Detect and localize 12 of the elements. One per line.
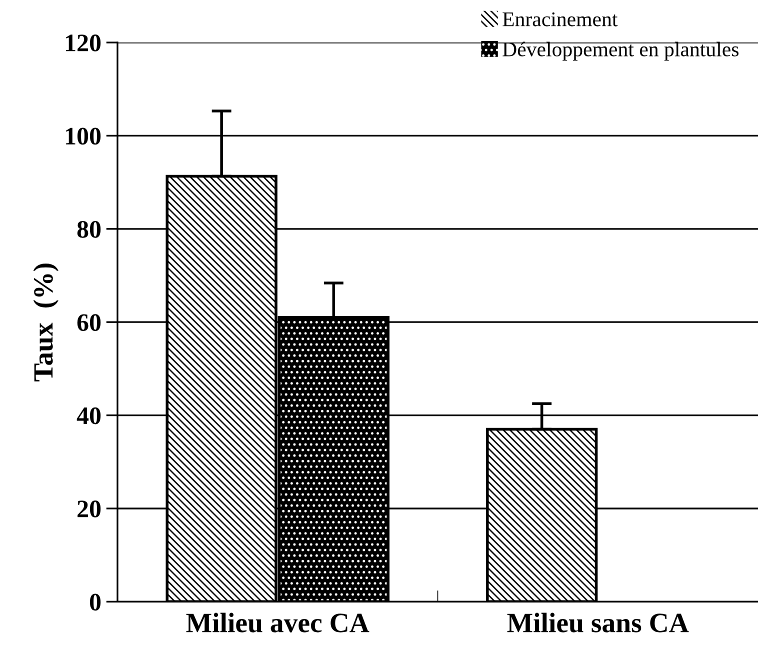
y-tick-label: 20	[78, 500, 101, 518]
y-axis-title: Taux (%)	[33, 264, 58, 382]
legend-label: Développement en plantules	[502, 42, 738, 61]
x-tick-label: Milieu sans CA	[507, 612, 689, 632]
y-tick-label: 100	[66, 128, 101, 145]
y-tick-label: 40	[76, 407, 101, 424]
y-tick-label: 60	[77, 314, 101, 332]
y-tick-label: 0	[90, 594, 101, 611]
x-tick-label: Milieu avec CA	[186, 612, 370, 632]
y-tick-label: 80	[77, 220, 101, 238]
y-tick-label: 120	[66, 34, 101, 52]
legend-label: Enracinement	[502, 12, 618, 26]
